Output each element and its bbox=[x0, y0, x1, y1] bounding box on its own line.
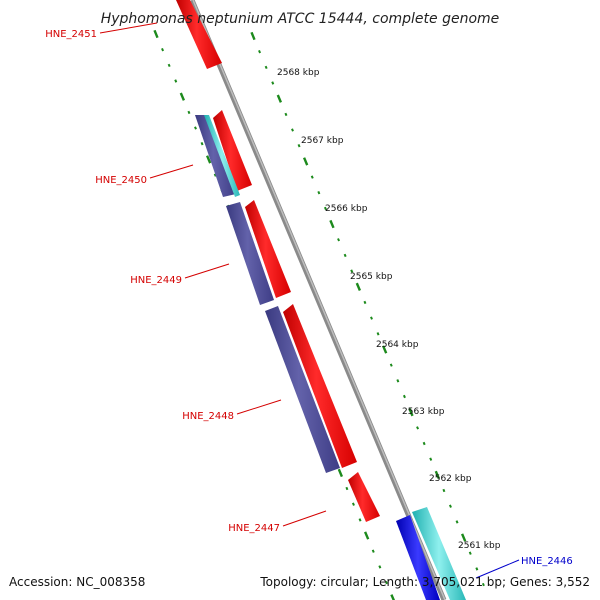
minor-tick bbox=[187, 110, 191, 115]
gene-feature-forward[interactable] bbox=[213, 110, 252, 191]
leader-line bbox=[475, 559, 520, 579]
minor-tick bbox=[363, 300, 367, 305]
minor-tick bbox=[481, 582, 485, 587]
minor-tick bbox=[323, 206, 327, 211]
minor-tick bbox=[371, 549, 375, 553]
minor-tick bbox=[350, 269, 354, 273]
minor-tick bbox=[378, 565, 382, 569]
major-tick bbox=[302, 157, 309, 166]
gene-label-hne-2447[interactable]: HNE_2447 bbox=[228, 523, 280, 534]
gene-feature-reverse[interactable] bbox=[265, 306, 340, 473]
minor-tick bbox=[370, 316, 373, 320]
kbp-label: 2564 kbp bbox=[376, 340, 419, 350]
leader-line bbox=[149, 164, 194, 179]
minor-tick bbox=[213, 173, 217, 177]
minor-tick bbox=[422, 441, 426, 446]
gene-feature-forward[interactable] bbox=[245, 200, 291, 298]
minor-tick bbox=[264, 65, 268, 70]
kbp-label: 2567 kbp bbox=[301, 136, 344, 146]
gene-feature-forward[interactable] bbox=[283, 304, 357, 468]
minor-tick bbox=[271, 81, 275, 85]
major-tick bbox=[381, 345, 388, 354]
major-tick bbox=[434, 470, 441, 480]
minor-tick bbox=[337, 238, 341, 242]
minor-tick bbox=[358, 518, 362, 522]
genome-summary-text: Topology: circular; Length: 3,705,021 bp… bbox=[259, 575, 590, 589]
gene-label-hne-2451[interactable]: HNE_2451 bbox=[45, 29, 97, 40]
outer-tick-track bbox=[250, 31, 485, 587]
minor-tick bbox=[396, 379, 400, 383]
kbp-label: 2563 kbp bbox=[402, 407, 445, 417]
leader-line bbox=[99, 22, 158, 34]
cds-feature-cyan[interactable] bbox=[204, 115, 240, 197]
leader-line bbox=[236, 399, 282, 415]
accession-text: Accession: NC_008358 bbox=[9, 575, 145, 589]
major-tick bbox=[179, 92, 186, 101]
minor-tick bbox=[376, 332, 380, 336]
minor-tick bbox=[258, 50, 262, 54]
leader-line bbox=[282, 510, 327, 527]
minor-tick bbox=[297, 144, 301, 148]
major-tick bbox=[408, 408, 414, 417]
minor-tick bbox=[174, 79, 178, 83]
minor-tick bbox=[402, 394, 406, 399]
minor-tick bbox=[345, 486, 349, 491]
gene-feature-blue[interactable] bbox=[396, 515, 440, 600]
kbp-label: 2568 kbp bbox=[277, 68, 320, 78]
kbp-scale-labels: 2568 kbp 2567 kbp 2566 kbp 2565 kbp 2564… bbox=[277, 68, 501, 551]
minor-tick bbox=[194, 126, 197, 130]
gene-feature-reverse[interactable] bbox=[226, 202, 274, 305]
minor-tick bbox=[389, 363, 393, 367]
major-tick bbox=[250, 31, 256, 41]
genome-backbone-highlight bbox=[192, 0, 446, 600]
minor-tick bbox=[455, 520, 459, 524]
gene-features bbox=[176, 0, 466, 600]
minor-tick bbox=[317, 191, 321, 195]
genome-backbone bbox=[189, 0, 447, 600]
gene-feature-forward[interactable] bbox=[176, 0, 222, 69]
minor-tick bbox=[291, 128, 294, 132]
gene-label-hne-2450[interactable]: HNE_2450 bbox=[95, 175, 147, 186]
minor-tick bbox=[200, 142, 204, 146]
gene-label-hne-2446[interactable]: HNE_2446 bbox=[521, 556, 573, 567]
minor-tick bbox=[475, 567, 479, 571]
minor-tick bbox=[161, 48, 165, 52]
kbp-label: 2565 kbp bbox=[350, 272, 393, 282]
kbp-label: 2566 kbp bbox=[325, 204, 368, 214]
minor-tick bbox=[468, 551, 472, 555]
gene-label-hne-2448[interactable]: HNE_2448 bbox=[182, 411, 234, 422]
gene-label-layer: HNE_2451 HNE_2450 HNE_2449 HNE_2448 HNE_… bbox=[45, 22, 573, 579]
minor-tick bbox=[384, 580, 388, 585]
minor-tick bbox=[442, 488, 446, 493]
gene-label-hne-2449[interactable]: HNE_2449 bbox=[130, 275, 182, 286]
major-tick bbox=[363, 531, 370, 540]
cds-feature-cyan[interactable] bbox=[412, 507, 466, 600]
major-tick bbox=[337, 468, 344, 478]
minor-tick bbox=[310, 175, 314, 179]
minor-tick bbox=[448, 504, 452, 508]
major-tick bbox=[205, 155, 212, 164]
gene-feature-forward[interactable] bbox=[348, 472, 380, 522]
major-tick bbox=[355, 282, 362, 291]
major-tick bbox=[329, 219, 335, 229]
minor-tick bbox=[429, 457, 433, 461]
major-tick bbox=[276, 94, 283, 103]
major-tick bbox=[390, 594, 395, 600]
minor-tick bbox=[167, 63, 171, 68]
kbp-label: 2561 kbp bbox=[458, 541, 501, 551]
minor-tick bbox=[343, 253, 347, 258]
gene-feature-reverse[interactable] bbox=[195, 115, 236, 197]
map-title: Hyphomonas neptunium ATCC 15444, complet… bbox=[101, 11, 500, 27]
kbp-label: 2562 kbp bbox=[429, 474, 472, 484]
major-tick bbox=[153, 29, 159, 39]
minor-tick bbox=[416, 426, 420, 430]
leader-line bbox=[184, 263, 230, 279]
minor-tick bbox=[284, 112, 288, 117]
major-tick bbox=[460, 533, 467, 542]
minor-tick bbox=[351, 502, 355, 506]
